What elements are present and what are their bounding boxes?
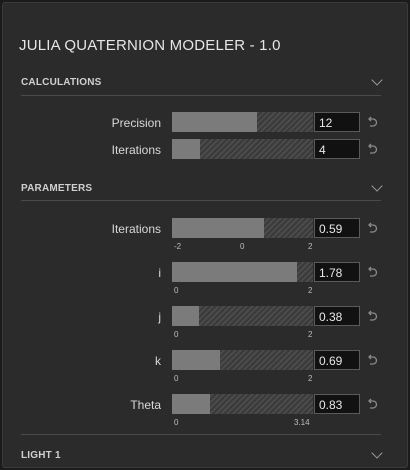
param-label-param-iterations: Iterations bbox=[111, 222, 161, 236]
param-iterations-value-field[interactable]: 0.59 bbox=[314, 218, 360, 238]
tick-label: 3.14 bbox=[294, 418, 310, 427]
k-slider[interactable] bbox=[172, 350, 313, 370]
chevron-down-icon[interactable] bbox=[371, 447, 383, 459]
section-label-light1: LIGHT 1 bbox=[21, 450, 61, 461]
j-slider[interactable] bbox=[172, 306, 313, 326]
tick-label: 2 bbox=[308, 242, 313, 251]
slider-fill bbox=[172, 218, 264, 238]
reset-icon[interactable] bbox=[365, 397, 379, 411]
app-title: JULIA QUATERNION MODELER - 1.0 bbox=[19, 37, 281, 54]
section-header-parameters[interactable]: PARAMETERS bbox=[3, 179, 407, 201]
precision-value-field[interactable]: 12 bbox=[314, 112, 360, 132]
tick-label: -2 bbox=[174, 242, 182, 251]
k-value-field[interactable]: 0.69 bbox=[314, 350, 360, 370]
j-value-field[interactable]: 0.38 bbox=[314, 306, 360, 326]
param-label-precision: Precision bbox=[111, 116, 161, 130]
tick-label: 0 bbox=[174, 330, 179, 339]
param-label-iterations: Iterations bbox=[111, 143, 161, 157]
divider bbox=[21, 434, 381, 435]
chevron-down-icon[interactable] bbox=[371, 180, 383, 192]
section-header-calculations[interactable]: CALCULATIONS bbox=[3, 73, 407, 95]
tick-label: 0 bbox=[240, 242, 245, 251]
theta-value-field[interactable]: 0.83 bbox=[314, 394, 360, 414]
param-label-k: k bbox=[155, 354, 161, 368]
divider bbox=[21, 95, 381, 96]
param-label-i: i bbox=[158, 266, 161, 280]
param-iterations-slider[interactable] bbox=[172, 218, 313, 238]
i-value-field[interactable]: 1.78 bbox=[314, 262, 360, 282]
slider-fill bbox=[172, 306, 199, 326]
precision-slider[interactable] bbox=[172, 112, 313, 132]
param-label-j: j bbox=[158, 310, 161, 324]
tick-label: 0 bbox=[174, 374, 179, 383]
tick-label: 2 bbox=[308, 330, 313, 339]
param-label-theta: Theta bbox=[130, 398, 161, 412]
divider bbox=[21, 200, 381, 201]
slider-fill bbox=[172, 139, 201, 159]
tick-label: 2 bbox=[308, 374, 313, 383]
i-slider[interactable] bbox=[172, 262, 313, 282]
section-label-parameters: PARAMETERS bbox=[21, 183, 93, 194]
chevron-down-icon[interactable] bbox=[371, 74, 383, 86]
reset-icon[interactable] bbox=[365, 115, 379, 129]
slider-fill bbox=[172, 350, 220, 370]
reset-icon[interactable] bbox=[365, 265, 379, 279]
tick-label: 2 bbox=[308, 286, 313, 295]
slider-fill bbox=[172, 394, 211, 414]
tick-label: 0 bbox=[174, 418, 179, 427]
reset-icon[interactable] bbox=[365, 221, 379, 235]
calc-iterations-value-field[interactable]: 4 bbox=[314, 139, 360, 159]
section-label-calculations: CALCULATIONS bbox=[21, 77, 102, 88]
reset-icon[interactable] bbox=[365, 309, 379, 323]
slider-fill bbox=[172, 112, 257, 132]
calc-iterations-slider[interactable] bbox=[172, 139, 313, 159]
theta-slider[interactable] bbox=[172, 394, 313, 414]
section-header-light1[interactable]: LIGHT 1 bbox=[3, 446, 407, 467]
tick-label: 0 bbox=[174, 286, 179, 295]
reset-icon[interactable] bbox=[365, 353, 379, 367]
reset-icon[interactable] bbox=[365, 142, 379, 156]
slider-fill bbox=[172, 262, 298, 282]
